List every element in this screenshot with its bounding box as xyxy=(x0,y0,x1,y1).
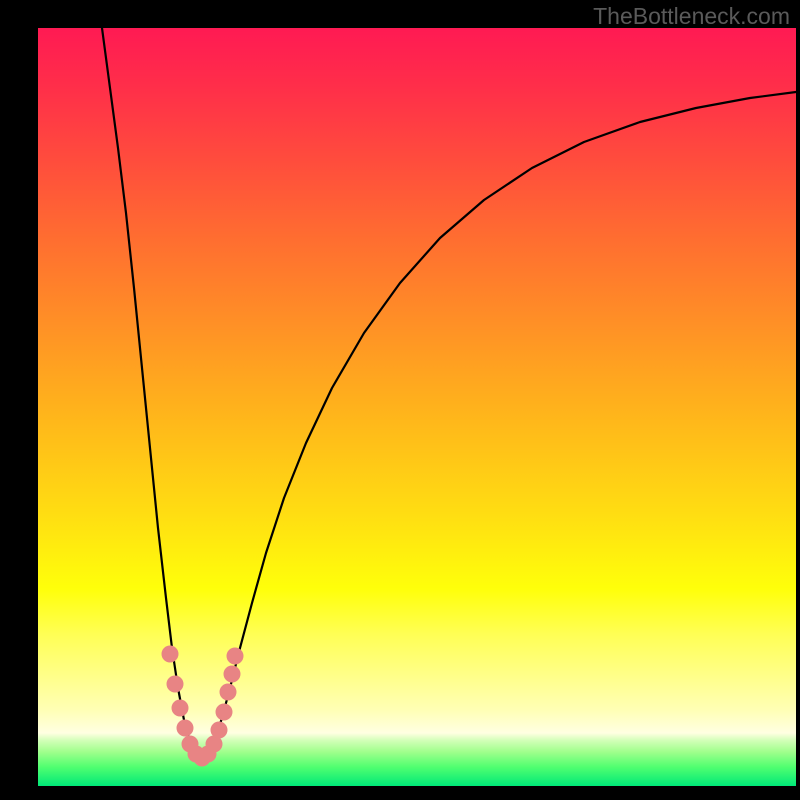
data-marker xyxy=(211,722,228,739)
data-marker xyxy=(224,666,241,683)
data-marker xyxy=(167,676,184,693)
chart-outer-frame: TheBottleneck.com xyxy=(0,0,800,800)
watermark-text: TheBottleneck.com xyxy=(593,3,790,30)
data-marker xyxy=(220,684,237,701)
data-marker xyxy=(162,646,179,663)
data-marker xyxy=(177,720,194,737)
plot-area xyxy=(38,28,796,786)
data-marker xyxy=(216,704,233,721)
data-marker xyxy=(227,648,244,665)
plot-svg xyxy=(38,28,796,786)
gradient-background xyxy=(38,28,796,786)
data-marker xyxy=(172,700,189,717)
